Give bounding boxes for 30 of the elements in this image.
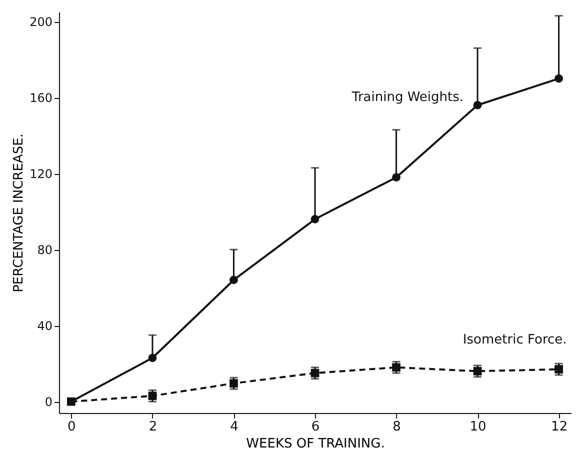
point (230, 276, 238, 284)
point (392, 363, 400, 372)
y-tick-label: 160 (30, 91, 52, 106)
point (67, 397, 76, 406)
point (230, 379, 238, 388)
point (310, 368, 320, 378)
series-label: Training Weights. (350, 90, 464, 106)
y-tick-label: 0 (44, 395, 52, 410)
y-tick-label: 40 (37, 319, 52, 334)
x-tick-label: 10 (470, 420, 486, 434)
point (310, 214, 320, 224)
point (392, 173, 400, 182)
x-tick-label: 12 (551, 420, 568, 434)
x-tick-label: 8 (392, 420, 401, 434)
point (554, 74, 563, 83)
point (148, 354, 157, 362)
y-tick-label: 80 (37, 243, 52, 258)
y-axis-title: PERCENTAGE INCREASE. (12, 134, 27, 292)
x-tick-label: 6 (311, 420, 320, 434)
x-tick-label: 2 (148, 420, 158, 434)
x-tick-label: 4 (230, 420, 238, 434)
point (473, 367, 482, 376)
point (554, 365, 563, 374)
x-tick-label: 0 (68, 420, 76, 434)
point (473, 100, 482, 110)
y-tick-label: 120 (30, 167, 52, 182)
y-tick-label: 200 (30, 15, 52, 29)
point (148, 392, 157, 400)
series-label: Isometric Force. (462, 332, 567, 348)
x-axis-title: WEEKS OF TRAINING. (246, 436, 385, 452)
